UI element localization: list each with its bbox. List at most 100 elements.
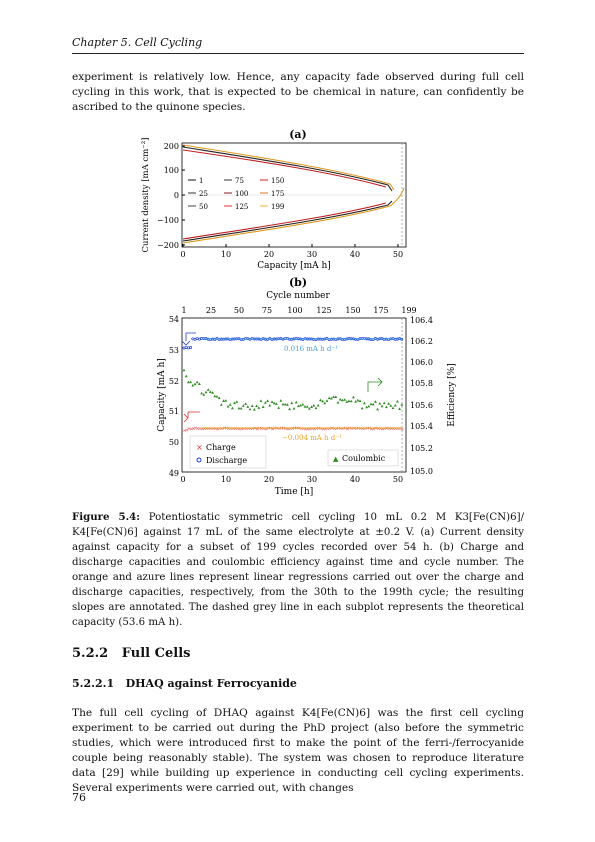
coulombic-point — [292, 407, 296, 410]
figure-svg: (a) 200 100 0 −100 −200 0 10 20 30 40 50… — [141, 128, 457, 497]
coulombic-point — [341, 398, 344, 402]
charge-point: × — [227, 426, 231, 432]
coulombic-point — [189, 380, 192, 384]
coulombic-point — [343, 398, 346, 401]
charge-point: × — [240, 426, 244, 432]
coulombic-point — [264, 401, 267, 404]
charge-point: × — [290, 426, 294, 432]
charge-point: × — [383, 426, 387, 432]
coulombic-point — [253, 408, 256, 411]
coulombic-point — [195, 380, 199, 384]
panel-a-discharge-curve-red — [182, 202, 387, 240]
panel-a-ytick: −200 — [157, 241, 179, 250]
charge-point: × — [332, 426, 336, 432]
charge-slope-annotation: −0.004 mA h d⁻¹ — [282, 434, 342, 442]
charge-point: × — [359, 426, 363, 432]
charge-point: × — [310, 426, 314, 432]
coulombic-point — [220, 403, 223, 406]
charge-point: × — [196, 426, 200, 432]
charge-point: × — [268, 426, 272, 432]
charge-point: × — [282, 426, 286, 432]
panel-a-xtick: 0 — [180, 250, 185, 259]
coulombic-point — [231, 406, 234, 410]
panel-b-xlabel: Time [h] — [275, 487, 313, 497]
coulombic-point — [393, 403, 397, 407]
coulombic-point — [239, 406, 243, 410]
panel-b-xtick: 20 — [264, 475, 274, 484]
charge-point: × — [262, 426, 266, 432]
coulombic-point — [396, 399, 399, 403]
panel-b-xtick: 10 — [221, 475, 231, 484]
coulombic-point — [235, 400, 239, 403]
charge-point: × — [231, 426, 235, 432]
panel-b-ytick-left: 50 — [169, 438, 179, 447]
discharge-axis-arrow — [181, 332, 196, 346]
charge-point: × — [244, 426, 248, 432]
coulombic-point — [308, 407, 311, 410]
charge-point: × — [321, 426, 325, 432]
charge-point: × — [343, 426, 347, 432]
coulombic-point — [398, 407, 401, 411]
coulombic-point — [334, 395, 338, 399]
panel-a-ytick: 200 — [164, 142, 179, 151]
panel-b-ytick-right: 105.8 — [410, 379, 433, 388]
panel-a-charge-curve-dark — [182, 146, 393, 192]
charge-point: × — [273, 426, 277, 432]
charge-point: × — [255, 426, 259, 432]
charge-point: × — [328, 426, 332, 432]
coulombic-point — [279, 399, 283, 402]
coulombic-point — [242, 404, 245, 407]
charge-point: × — [260, 426, 264, 432]
coulombic-point — [365, 405, 368, 409]
coulombic-point — [319, 398, 322, 402]
panel-a-ylabel: Current density [mA cm⁻²] — [141, 138, 151, 253]
panel-a-axes: 200 100 0 −100 −200 0 10 20 30 40 50 Cap… — [141, 138, 407, 271]
charge-point: × — [235, 426, 239, 432]
coulombic-point — [257, 406, 261, 409]
panel-b-ytick-right: 106.4 — [410, 316, 433, 325]
charge-point: × — [385, 426, 389, 432]
charge-point: × — [264, 426, 268, 432]
panel-b-ylabel-left: Capacity [mA h] — [157, 358, 167, 432]
discharge-point — [215, 337, 219, 340]
coulombic-point — [283, 402, 287, 406]
panel-b-xtick: 30 — [307, 475, 317, 484]
coulombic-point — [387, 402, 390, 405]
coulombic-point — [226, 404, 230, 408]
coulombic-point — [222, 399, 225, 402]
discharge-slope-annotation: 0.016 mA h d⁻¹ — [284, 345, 338, 353]
charge-point: × — [389, 426, 393, 432]
coulombic-point — [391, 406, 395, 410]
panel-a-legend: 1 75 150 25 100 175 50 125 199 — [188, 177, 284, 211]
coulombic-point — [347, 399, 351, 403]
coulombic-point — [286, 403, 289, 406]
panel-b-xtick: 0 — [180, 475, 185, 484]
panel-b-ytick-right: 105.0 — [410, 467, 433, 476]
coulombic-point — [378, 401, 382, 405]
coulombic-point — [299, 403, 302, 407]
charge-point: × — [205, 426, 209, 432]
coulombic-point — [259, 399, 263, 402]
coulombic-point — [385, 405, 388, 409]
charge-point: × — [374, 426, 378, 432]
running-header: Chapter 5. Cell Cycling — [72, 36, 203, 49]
charge-point: × — [301, 426, 305, 432]
charge-point: × — [363, 426, 367, 432]
panel-b-ytick-right: 105.2 — [410, 444, 433, 453]
panel-a-xtick: 30 — [307, 250, 317, 259]
charge-point: × — [200, 426, 204, 432]
panel-b-top-tick: 1 — [181, 306, 186, 315]
panel-b-legend-right: ▲ Coulombic — [327, 449, 399, 467]
charge-point: × — [306, 426, 310, 432]
charge-point: × — [396, 426, 400, 432]
coulombic-point — [327, 396, 331, 400]
coulombic-point — [224, 399, 228, 402]
discharge-point — [371, 338, 375, 341]
charge-point: × — [216, 426, 220, 432]
coulombic-point — [363, 401, 366, 405]
coulombic-point — [237, 406, 241, 410]
coulombic-point — [217, 396, 221, 400]
coulombic-point — [211, 391, 214, 394]
panel-b-ytick-right: 106.2 — [410, 337, 433, 346]
coulombic-series — [182, 368, 404, 411]
